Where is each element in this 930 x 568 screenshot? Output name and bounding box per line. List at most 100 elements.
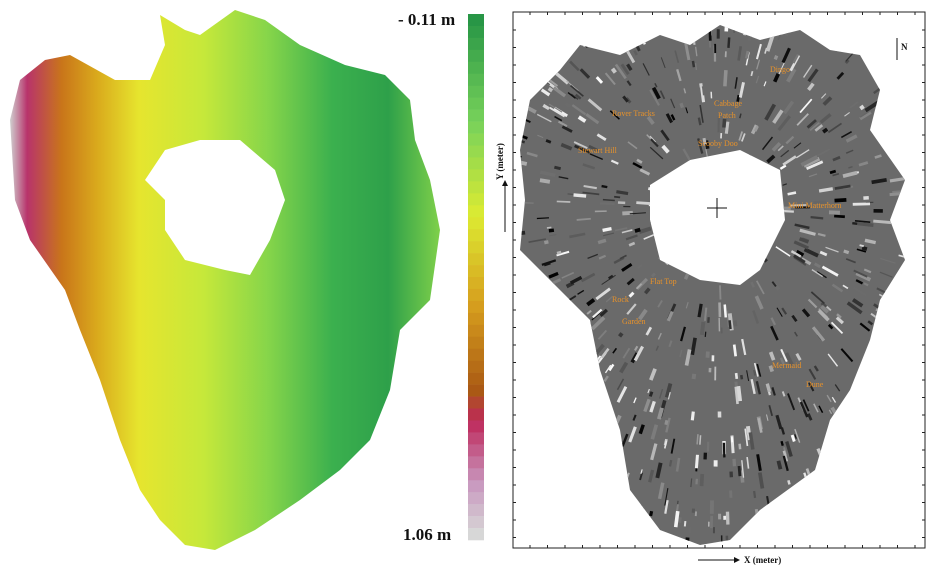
texture-streak bbox=[898, 511, 906, 525]
texture-streak bbox=[553, 336, 565, 346]
texture-streak bbox=[705, 237, 708, 247]
texture-streak bbox=[700, 435, 701, 444]
texture-streak bbox=[861, 419, 864, 424]
texture-streak bbox=[891, 353, 904, 364]
texture-streak bbox=[637, 20, 640, 27]
texture-streak bbox=[846, 28, 851, 35]
feature-label: Rover Tracks bbox=[612, 109, 655, 118]
texture-streak bbox=[750, 226, 765, 234]
texture-streak bbox=[907, 459, 913, 467]
texture-streak bbox=[709, 179, 712, 189]
texture-streak bbox=[530, 475, 535, 482]
texture-streak bbox=[659, 254, 666, 260]
texture-streak bbox=[506, 422, 518, 435]
texture-streak bbox=[520, 79, 531, 86]
texture-streak bbox=[557, 347, 564, 354]
texture-streak bbox=[692, 29, 694, 45]
texture-streak bbox=[565, 103, 570, 106]
texture-streak bbox=[870, 471, 877, 484]
texture-streak bbox=[808, 516, 810, 522]
texture-streak bbox=[648, 188, 654, 190]
texture-streak bbox=[734, 24, 735, 32]
texture-streak bbox=[690, 527, 691, 534]
texture-streak bbox=[878, 351, 885, 357]
colorbar-cell bbox=[468, 373, 484, 385]
texture-streak bbox=[726, 122, 728, 134]
texture-streak bbox=[585, 487, 589, 497]
texture-streak bbox=[623, 482, 627, 493]
texture-streak bbox=[558, 410, 562, 416]
texture-streak bbox=[596, 419, 599, 424]
colorbar-cell bbox=[468, 277, 484, 289]
texture-streak bbox=[568, 349, 579, 361]
texture-streak bbox=[570, 535, 572, 540]
colorbar-cell bbox=[468, 122, 484, 134]
colorbar-cell bbox=[468, 444, 484, 456]
colorbar-bottom-label: 1.06 m bbox=[403, 525, 451, 544]
texture-streak bbox=[650, 219, 661, 221]
texture-streak bbox=[782, 441, 783, 446]
texture-streak bbox=[756, 509, 757, 515]
texture-streak bbox=[624, 473, 629, 488]
texture-streak bbox=[860, 456, 865, 464]
texture-streak bbox=[681, 231, 692, 242]
colorbar-cell bbox=[468, 397, 484, 409]
texture-streak bbox=[858, 399, 861, 403]
texture-streak bbox=[545, 514, 552, 527]
texture-streak bbox=[517, 305, 528, 311]
texture-streak bbox=[590, 434, 593, 440]
texture-streak bbox=[904, 28, 917, 40]
texture-streak bbox=[769, 518, 770, 523]
texture-streak bbox=[561, 404, 568, 414]
texture-streak bbox=[902, 316, 908, 319]
texture-streak bbox=[832, 425, 839, 438]
colorbar-cell bbox=[468, 50, 484, 62]
texture-streak bbox=[832, 529, 837, 544]
texture-streak bbox=[889, 447, 896, 456]
colorbar-cell bbox=[468, 504, 484, 516]
texture-streak bbox=[614, 197, 620, 198]
colorbar-cell bbox=[468, 385, 484, 397]
image-map bbox=[520, 25, 905, 545]
texture-streak bbox=[841, 41, 846, 47]
texture-streak bbox=[532, 286, 537, 288]
texture-streak bbox=[695, 215, 703, 219]
texture-streak bbox=[537, 218, 549, 219]
texture-streak bbox=[838, 469, 840, 474]
texture-streak bbox=[509, 305, 523, 312]
texture-streak bbox=[904, 21, 908, 25]
texture-streak bbox=[571, 503, 574, 508]
texture-streak bbox=[906, 466, 915, 479]
texture-streak bbox=[905, 416, 916, 428]
texture-streak bbox=[688, 249, 695, 262]
texture-streak bbox=[870, 348, 879, 356]
texture-streak bbox=[701, 83, 702, 87]
texture-streak bbox=[519, 383, 532, 395]
texture-streak bbox=[679, 19, 682, 33]
colorbar-top-label: - 0.11 m bbox=[398, 10, 455, 29]
texture-streak bbox=[823, 129, 827, 132]
colorbar-cell bbox=[468, 146, 484, 158]
texture-streak bbox=[883, 27, 894, 38]
texture-streak bbox=[834, 542, 838, 553]
texture-streak bbox=[602, 186, 608, 187]
texture-streak bbox=[765, 31, 767, 36]
texture-streak bbox=[773, 20, 774, 24]
texture-streak bbox=[576, 322, 588, 333]
texture-streak bbox=[601, 16, 609, 29]
texture-streak bbox=[896, 141, 907, 145]
colorbar-cell bbox=[468, 325, 484, 337]
texture-streak bbox=[745, 222, 760, 230]
texture-streak bbox=[904, 342, 915, 350]
texture-streak bbox=[546, 140, 551, 142]
texture-streak bbox=[778, 461, 780, 469]
texture-streak bbox=[548, 522, 551, 529]
texture-streak bbox=[696, 455, 697, 468]
texture-streak bbox=[532, 413, 539, 421]
texture-streak bbox=[866, 410, 872, 418]
texture-streak bbox=[513, 84, 520, 88]
texture-streak bbox=[702, 322, 704, 335]
texture-streak bbox=[741, 375, 742, 379]
texture-streak bbox=[543, 19, 549, 25]
texture-streak bbox=[650, 392, 652, 397]
